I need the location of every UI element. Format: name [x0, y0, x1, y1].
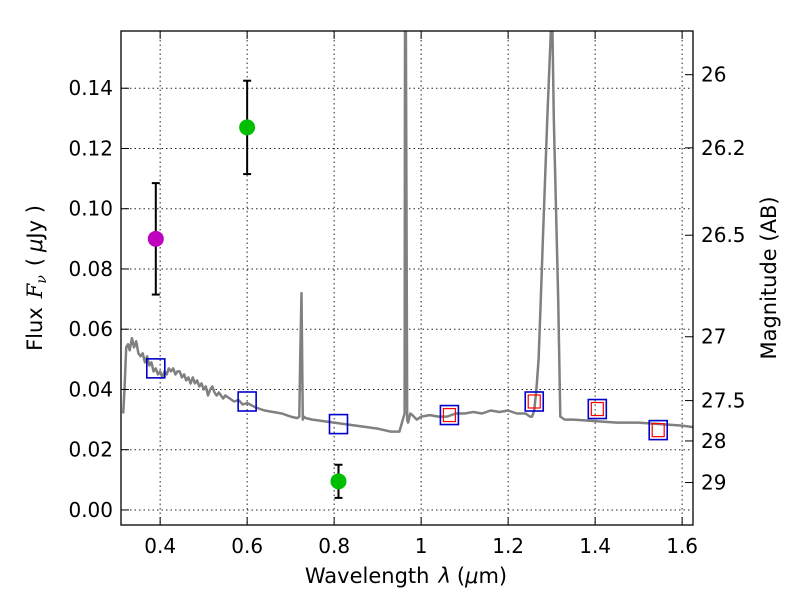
green-point-2: [330, 473, 347, 490]
y2-tick-label: 27.5: [701, 389, 746, 413]
y2-axis-label: Magnitude (AB): [757, 196, 781, 359]
model-photometry-box: [145, 358, 166, 379]
x-tick-label: 0.4: [144, 534, 176, 558]
plot-area: [121, 31, 693, 433]
ticks: 0.4 0.6 0.8 1 1.2 1.4 1.6 0.00 0.02 0.04 0.06 0.08 0…: [68, 31, 746, 558]
synthetic-photometry-box: [651, 423, 665, 438]
grid: [121, 31, 693, 525]
synthetic-photometry-box: [442, 407, 457, 423]
model-photometry-box: [648, 419, 669, 441]
y-tick-label: 0.08: [68, 257, 113, 281]
model-photometry-box: [237, 391, 257, 412]
synthetic-photometry-box: [590, 401, 604, 417]
plot-frame: [120, 30, 694, 526]
y-tick-label: 0.12: [68, 136, 113, 160]
y2-tick-label: 29: [701, 471, 726, 495]
y-tick-label: 0.06: [68, 317, 113, 341]
x-tick-label: 1.6: [666, 534, 698, 558]
y-tick-label: 0.02: [68, 438, 113, 462]
y2-tick-label: 26: [701, 63, 726, 87]
model-photometry-box: [439, 404, 460, 426]
y2-tick-label: 26.5: [701, 223, 746, 247]
x-tick-label: 1: [415, 534, 428, 558]
model-photometry-box: [524, 391, 545, 412]
x-tick-label: 0.6: [231, 534, 263, 558]
y-tick-label: 0.10: [68, 197, 113, 221]
x-tick-label: 1.4: [579, 534, 611, 558]
y2-tick-label: 26.2: [701, 136, 746, 160]
x-tick-label: 0.8: [318, 534, 350, 558]
model-photometry-box: [328, 413, 349, 435]
synthetic-photometry-box: [527, 394, 541, 409]
y2-tick-label: 28: [701, 429, 726, 453]
green-point-1: [239, 119, 256, 136]
y2-tick-label: 27: [701, 325, 726, 349]
x-tick-label: 1.2: [492, 534, 524, 558]
x-axis-label: Wavelength λ (μm): [305, 564, 507, 588]
y-tick-label: 0.04: [68, 377, 113, 401]
y-axis-label: FluxFν(μJy ): [23, 205, 50, 351]
purple-point: [147, 230, 164, 247]
model-spectrum-line: [121, 31, 693, 433]
y-tick-label: 0.14: [68, 76, 113, 100]
y-tick-label: 0.00: [68, 498, 113, 522]
markers: [145, 79, 669, 499]
model-photometry-box: [587, 398, 608, 420]
